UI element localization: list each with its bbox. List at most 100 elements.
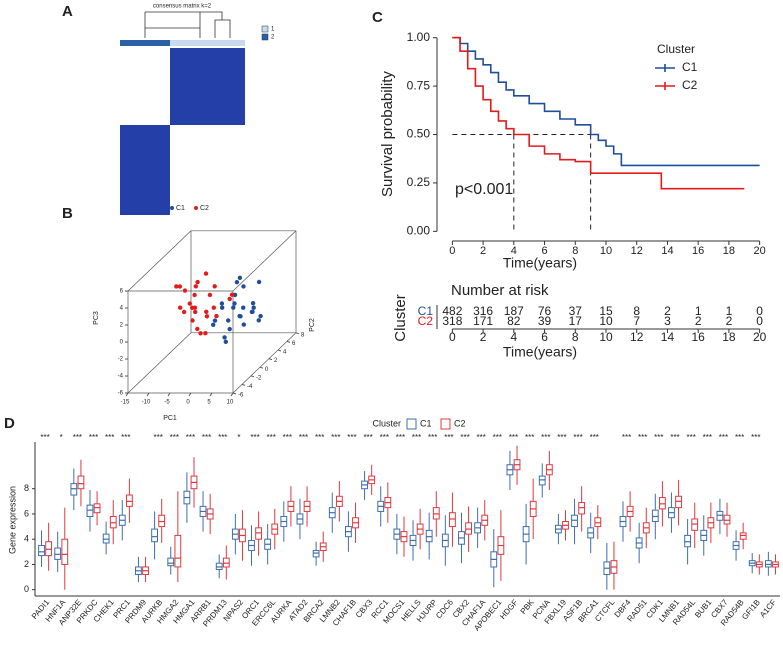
box xyxy=(425,529,433,543)
x-tick xyxy=(209,392,213,397)
box xyxy=(54,547,62,560)
significance: *** xyxy=(719,433,728,442)
y-tick xyxy=(250,375,255,378)
significance: *** xyxy=(444,433,453,442)
y-axis-label: Survival probability xyxy=(379,71,396,197)
x-tick-label: 16 xyxy=(692,330,706,344)
heatmap-cell xyxy=(120,48,170,125)
data-point xyxy=(181,309,187,315)
significance: *** xyxy=(89,433,98,442)
x-tick xyxy=(188,392,192,397)
x-tick-label: 20 xyxy=(753,330,767,344)
x-tick-label: 4 xyxy=(511,245,517,257)
box-edge xyxy=(232,332,297,394)
risk-count: 39 xyxy=(538,314,552,328)
x-tick-label: 16 xyxy=(692,245,704,257)
y-tick-label: 8 xyxy=(301,332,305,338)
data-point xyxy=(203,331,208,336)
x-tick-label: A1CF xyxy=(758,598,778,620)
box xyxy=(102,533,110,544)
risk-count: 1 xyxy=(726,304,733,318)
data-point xyxy=(187,301,192,306)
significance: *** xyxy=(283,433,292,442)
x-tick-label: 0 xyxy=(449,245,455,257)
box xyxy=(571,514,578,528)
y-tick-label: 4 xyxy=(283,350,287,356)
x-tick-label: 5 xyxy=(207,400,211,406)
heatmap-cell xyxy=(170,125,245,215)
y-tick-label: 0.25 xyxy=(407,175,431,189)
significance: *** xyxy=(460,433,469,442)
risk-count: 482 xyxy=(442,304,462,318)
x-tick-label: -10 xyxy=(142,400,151,406)
data-point xyxy=(220,305,225,310)
data-point xyxy=(174,284,179,289)
data-point xyxy=(238,314,243,319)
box xyxy=(594,517,602,528)
data-point xyxy=(227,296,232,302)
data-point xyxy=(204,314,210,319)
data-point xyxy=(232,301,237,306)
y-tick-label: 4 xyxy=(24,534,29,544)
y-axis-label: Cluster xyxy=(392,294,409,342)
data-point xyxy=(258,313,263,319)
significance: *** xyxy=(267,433,276,442)
significance: *** xyxy=(654,433,663,442)
data-point xyxy=(256,318,261,323)
risk-count: 318 xyxy=(442,314,462,328)
box xyxy=(684,534,692,548)
y-tick-label: 0 xyxy=(265,367,269,373)
data-point xyxy=(207,292,213,298)
heatmap-cell xyxy=(170,48,245,125)
significance: *** xyxy=(299,433,308,442)
significance: *** xyxy=(331,433,340,442)
risk-count: 8 xyxy=(633,304,640,318)
significance: *** xyxy=(412,433,421,442)
risk-count: 3 xyxy=(664,314,671,328)
z-tick-label: -6 xyxy=(118,391,124,397)
cluster-strip xyxy=(170,40,245,46)
risk-count: 76 xyxy=(538,304,552,318)
risk-count: 37 xyxy=(569,304,583,318)
risk-count: 15 xyxy=(599,304,613,318)
x-tick xyxy=(230,392,234,397)
data-point xyxy=(234,280,240,285)
significance: *** xyxy=(590,433,599,442)
x-tick-label: 0 xyxy=(449,330,456,344)
x-tick-label: 14 xyxy=(661,330,675,344)
y-tick-label: 1.00 xyxy=(407,30,431,44)
significance: *** xyxy=(186,433,195,442)
data-point xyxy=(195,326,200,332)
z-axis-label: PC3 xyxy=(93,311,100,325)
box xyxy=(77,475,85,490)
box xyxy=(449,512,456,528)
legend-title: Cluster xyxy=(657,42,695,56)
box xyxy=(38,545,45,557)
box-edge xyxy=(127,332,192,394)
data-point xyxy=(241,322,246,327)
box xyxy=(174,534,182,568)
box xyxy=(432,507,440,520)
heatmap-cell xyxy=(120,125,170,215)
data-point xyxy=(237,275,243,280)
significance: *** xyxy=(202,433,211,442)
significance: *** xyxy=(40,433,49,442)
box xyxy=(222,557,230,568)
x-tick-label: HDGF xyxy=(498,598,520,621)
risk-count: 0 xyxy=(756,314,763,328)
data-point xyxy=(250,301,256,306)
z-tick-label: -2 xyxy=(118,357,124,363)
risk-count: 2 xyxy=(664,304,671,318)
significance: *** xyxy=(153,433,162,442)
significance: *** xyxy=(428,433,437,442)
data-point xyxy=(198,331,203,336)
data-point xyxy=(190,318,195,323)
dendrogram xyxy=(144,11,231,38)
risk-count: 316 xyxy=(473,304,493,318)
z-tick-label: 2 xyxy=(120,323,124,329)
box xyxy=(86,504,94,517)
box xyxy=(691,518,699,531)
legend-swatch xyxy=(261,33,269,41)
y-tick-label: 6 xyxy=(24,508,29,518)
box xyxy=(739,532,747,540)
